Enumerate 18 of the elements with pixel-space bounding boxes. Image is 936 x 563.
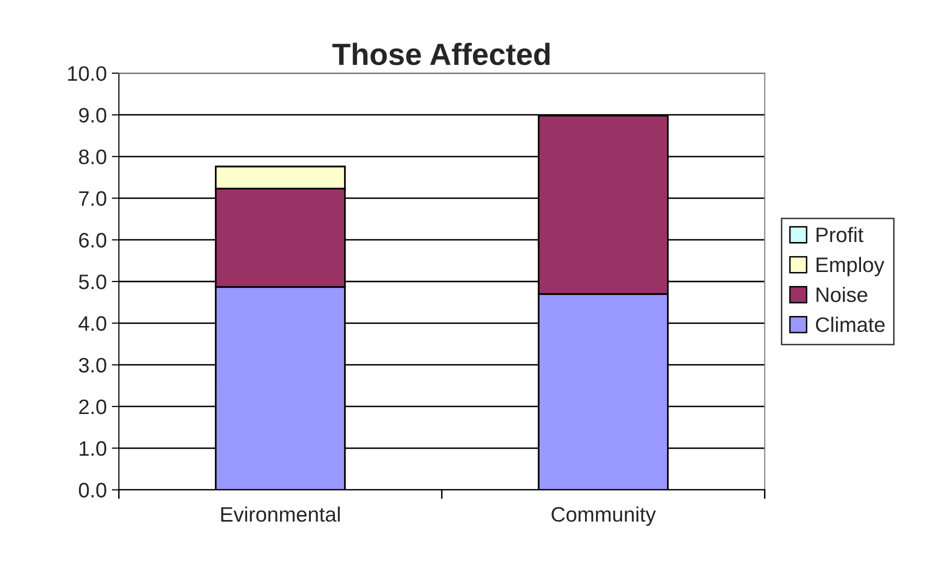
y-tick-label: 3.0 <box>78 358 106 373</box>
legend-label: Profit <box>816 226 864 242</box>
y-tick-label: 0.0 <box>78 482 106 498</box>
y-tick-label: 2.0 <box>79 399 106 414</box>
y-tick-label: 9.0 <box>79 108 106 123</box>
y-tick-label: 1.0 <box>80 441 106 456</box>
chart-title: Those Affected <box>332 42 550 66</box>
x-tick-label: Community <box>552 506 656 526</box>
y-tick-label: 4.0 <box>78 316 106 331</box>
legend-label: Climate <box>816 316 885 332</box>
y-tick-label: 10.0 <box>68 66 106 81</box>
legend-label: Noise <box>816 286 868 302</box>
legend-label: Employ <box>816 256 884 276</box>
y-tick-label: 6.0 <box>79 232 106 248</box>
y-tick-label: 7.0 <box>79 191 106 206</box>
y-tick-label: 8.0 <box>79 150 106 164</box>
y-tick-label: 5.0 <box>78 274 106 290</box>
x-tick-label: Evironmental <box>221 506 340 522</box>
